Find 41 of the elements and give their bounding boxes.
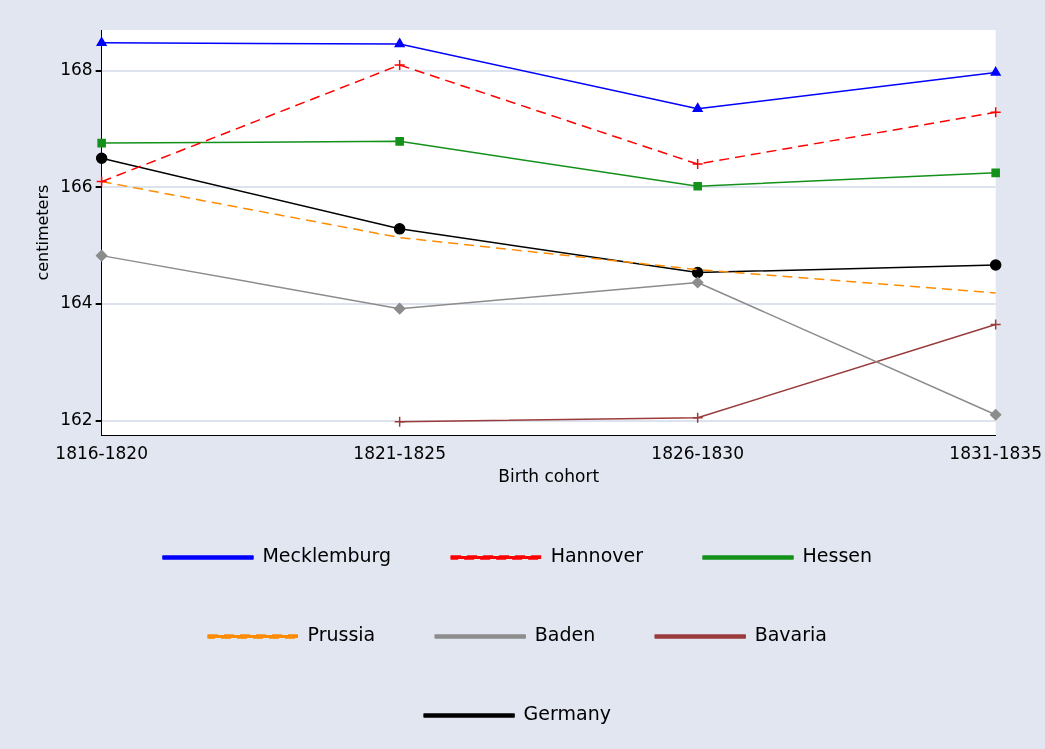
point <box>394 38 405 48</box>
y-axis-title: centimeters <box>32 184 52 281</box>
legend-label: Mecklemburg <box>262 544 392 567</box>
legend-label: Prussia <box>307 623 376 646</box>
point <box>393 223 406 235</box>
point <box>989 409 1002 421</box>
legend-label: Hessen <box>802 544 873 567</box>
y-tick-label: 166 <box>60 175 93 196</box>
point <box>691 266 704 279</box>
x-tick-label: 1826-1830 <box>651 442 744 463</box>
legend-label: Hannover <box>550 544 644 567</box>
point <box>96 37 107 47</box>
point <box>95 175 108 188</box>
point <box>393 302 406 315</box>
point <box>989 318 1002 331</box>
legend-label: Baden <box>534 623 596 646</box>
point <box>395 137 404 146</box>
point <box>393 416 406 428</box>
legend-label: Germany <box>523 702 611 725</box>
y-tick-label: 168 <box>60 59 93 80</box>
x-axis-title: Birth cohort <box>498 466 600 487</box>
x-tick-label: 1821-1825 <box>353 442 446 463</box>
y-tick-label: 162 <box>60 409 93 430</box>
point <box>691 276 704 289</box>
point <box>692 102 703 112</box>
point <box>691 411 704 424</box>
line-series <box>100 180 997 294</box>
x-tick-label: 1831-1835 <box>949 442 1043 463</box>
point <box>989 106 1002 118</box>
point <box>693 181 702 191</box>
point <box>97 138 106 148</box>
legend-label: Bavaria <box>754 623 827 646</box>
point <box>95 152 108 165</box>
point <box>95 249 108 262</box>
point <box>393 59 406 71</box>
y-tick-label: 164 <box>60 292 93 313</box>
point <box>989 259 1002 271</box>
point <box>990 66 1001 76</box>
point <box>691 158 704 170</box>
point <box>991 168 1000 178</box>
x-tick-label: 1816-1820 <box>55 442 148 463</box>
